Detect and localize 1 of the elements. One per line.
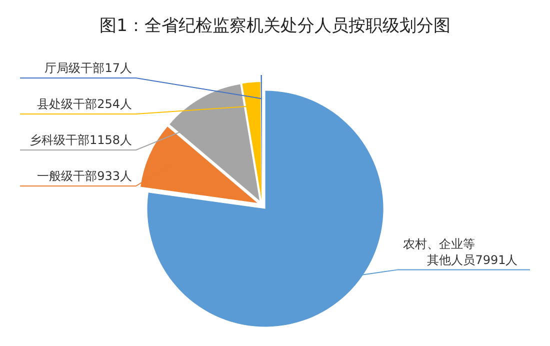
chart-title: 图1：全省纪检监察机关处分人员按职级划分图 bbox=[98, 15, 452, 37]
